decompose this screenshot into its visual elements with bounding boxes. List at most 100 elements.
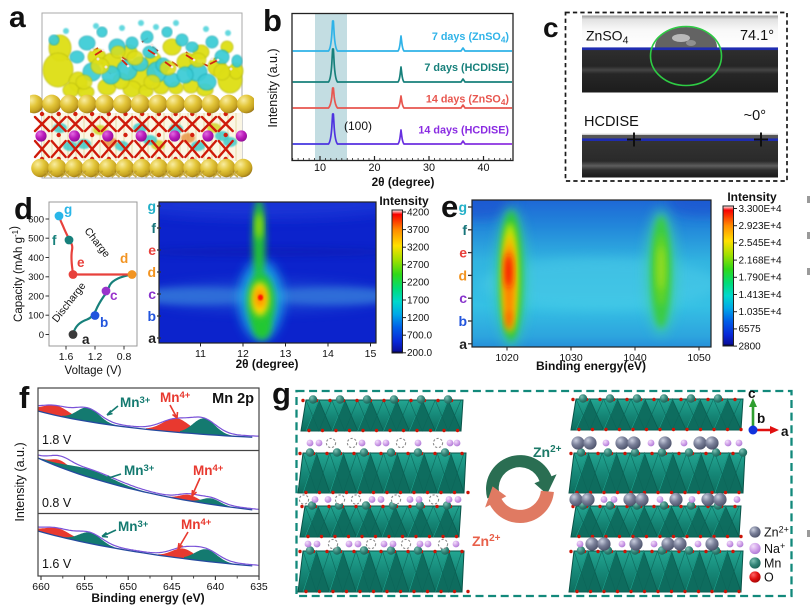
svg-text:d: d	[147, 264, 156, 280]
svg-text:30: 30	[423, 162, 435, 174]
svg-text:7 days (HCDISE): 7 days (HCDISE)	[424, 62, 509, 74]
svg-text:645: 645	[163, 581, 181, 593]
svg-text:~0°: ~0°	[744, 108, 766, 124]
svg-text:500: 500	[28, 234, 44, 245]
svg-text:635: 635	[250, 581, 268, 593]
svg-text:Zn2+: Zn2+	[472, 533, 501, 549]
svg-text:1040: 1040	[623, 352, 647, 364]
svg-text:3200: 3200	[407, 243, 430, 254]
svg-text:1.790E+4: 1.790E+4	[739, 273, 783, 284]
svg-text:f: f	[462, 222, 467, 238]
svg-text:Capacity (mAh g-1): Capacity (mAh g-1)	[9, 226, 25, 322]
svg-text:e: e	[459, 245, 467, 261]
svg-text:Zn2+: Zn2+	[533, 444, 562, 460]
svg-text:d: d	[120, 251, 128, 266]
svg-text:b: b	[147, 308, 156, 324]
svg-text:3.300E+4: 3.300E+4	[739, 204, 783, 215]
svg-text:1030: 1030	[559, 352, 583, 364]
svg-text:b: b	[458, 313, 467, 329]
svg-text:14 days (HCDISE): 14 days (HCDISE)	[418, 125, 509, 137]
svg-text:1700: 1700	[407, 295, 430, 306]
svg-text:655: 655	[76, 581, 94, 593]
svg-text:e: e	[77, 255, 85, 270]
svg-text:1020: 1020	[495, 352, 519, 364]
svg-text:d: d	[458, 267, 467, 283]
svg-text:(100): (100)	[344, 119, 372, 133]
svg-text:Voltage (V): Voltage (V)	[65, 365, 122, 377]
svg-text:HCDISE: HCDISE	[584, 114, 639, 130]
svg-text:0.8: 0.8	[117, 351, 132, 363]
svg-text:100: 100	[28, 311, 44, 322]
svg-text:1.6 V: 1.6 V	[42, 557, 72, 571]
svg-text:400: 400	[28, 253, 44, 264]
svg-text:14: 14	[322, 348, 334, 360]
svg-text:640: 640	[207, 581, 225, 593]
svg-text:660: 660	[32, 581, 50, 593]
svg-text:Zn2+: Zn2+	[764, 525, 789, 540]
svg-text:2.545E+4: 2.545E+4	[739, 238, 783, 249]
svg-text:g: g	[458, 199, 467, 215]
svg-text:Intensity: Intensity	[379, 194, 429, 208]
svg-text:a: a	[82, 332, 90, 347]
svg-text:650: 650	[119, 581, 137, 593]
svg-text:c: c	[110, 288, 118, 303]
svg-text:a: a	[459, 336, 467, 352]
svg-text:700.0: 700.0	[407, 331, 432, 342]
svg-text:e: e	[148, 242, 156, 258]
svg-text:2.168E+4: 2.168E+4	[739, 255, 783, 266]
svg-text:2θ (degree): 2θ (degree)	[236, 357, 299, 371]
svg-text:40: 40	[477, 162, 489, 174]
svg-text:f: f	[151, 220, 156, 236]
svg-text:4200: 4200	[407, 207, 430, 218]
svg-text:1.8 V: 1.8 V	[42, 433, 72, 447]
svg-text:c: c	[148, 286, 156, 302]
svg-text:12: 12	[237, 348, 249, 360]
svg-text:Binding energy(eV): Binding energy(eV)	[536, 359, 646, 373]
svg-text:a: a	[148, 330, 156, 346]
svg-text:1200: 1200	[407, 313, 430, 324]
svg-text:20: 20	[368, 162, 380, 174]
svg-text:14 days (ZnSO4): 14 days (ZnSO4)	[426, 94, 510, 108]
svg-text:15: 15	[365, 348, 377, 360]
svg-text:b: b	[100, 315, 108, 330]
svg-text:a: a	[781, 424, 789, 439]
svg-text:200.0: 200.0	[407, 348, 432, 359]
svg-text:g: g	[147, 198, 156, 214]
svg-text:2700: 2700	[407, 260, 430, 271]
svg-text:2θ (degree): 2θ (degree)	[372, 175, 435, 189]
svg-text:Na+: Na+	[764, 541, 785, 556]
svg-text:300: 300	[28, 272, 44, 283]
svg-text:f: f	[52, 233, 57, 248]
svg-text:Mn 2p: Mn 2p	[212, 391, 254, 407]
svg-text:2200: 2200	[407, 278, 430, 289]
svg-text:3700: 3700	[407, 225, 430, 236]
svg-text:1.413E+4: 1.413E+4	[739, 290, 783, 301]
svg-text:600: 600	[28, 214, 44, 225]
svg-text:O: O	[764, 571, 774, 585]
svg-text:200: 200	[28, 291, 44, 302]
svg-text:74.1°: 74.1°	[740, 28, 774, 44]
svg-text:Binding energy (eV): Binding energy (eV)	[91, 591, 204, 605]
svg-text:0.8 V: 0.8 V	[42, 496, 72, 510]
svg-text:7 days (ZnSO4): 7 days (ZnSO4)	[432, 31, 510, 45]
svg-text:1.2: 1.2	[88, 351, 103, 363]
svg-text:Intensity: Intensity	[727, 190, 777, 204]
svg-text:b: b	[757, 411, 765, 426]
svg-text:2800: 2800	[739, 341, 762, 352]
svg-text:Intensity (a.u.): Intensity (a.u.)	[266, 48, 280, 127]
svg-text:1050: 1050	[687, 352, 711, 364]
svg-text:ZnSO4: ZnSO4	[586, 28, 629, 47]
svg-text:13: 13	[280, 348, 292, 360]
svg-text:2.923E+4: 2.923E+4	[739, 221, 783, 232]
svg-text:6575: 6575	[739, 324, 762, 335]
svg-text:c: c	[748, 386, 756, 401]
svg-text:g: g	[64, 202, 72, 217]
svg-text:c: c	[459, 290, 467, 306]
svg-text:1.035E+4: 1.035E+4	[739, 307, 783, 318]
svg-text:Mn: Mn	[764, 557, 781, 571]
svg-text:Intensity (a.u.): Intensity (a.u.)	[13, 442, 27, 521]
svg-text:0: 0	[39, 330, 44, 341]
svg-text:11: 11	[195, 348, 206, 360]
svg-text:1.6: 1.6	[59, 351, 74, 363]
svg-text:10: 10	[314, 162, 326, 174]
